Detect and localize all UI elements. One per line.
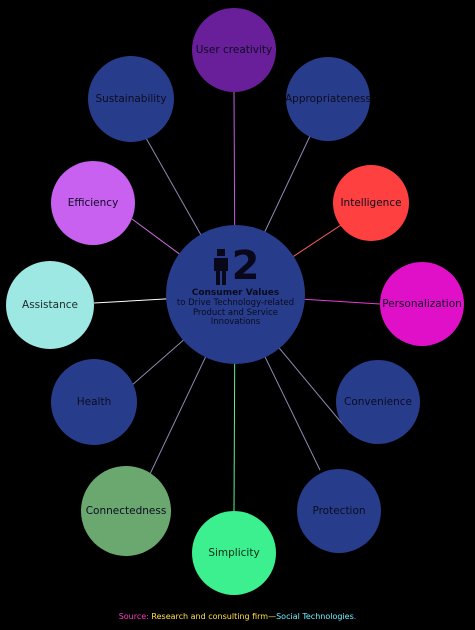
source-credit: Source: Research and consulting firm—Soc…	[0, 612, 475, 621]
source-label: Source:	[118, 612, 152, 621]
node-health: Health	[51, 359, 137, 445]
node-label: Assistance	[22, 298, 78, 311]
node-label: Simplicity	[208, 546, 260, 559]
node-label: Protection	[312, 504, 366, 517]
node-label: Personalization	[382, 297, 462, 310]
node-appropriateness: Appropriateness	[285, 57, 371, 141]
node-personalization: Personalization	[380, 262, 464, 346]
node-label: Efficiency	[67, 196, 119, 209]
node-protection: Protection	[297, 469, 381, 553]
node-label: Connectedness	[85, 504, 167, 517]
source-org: Social Technologies	[276, 612, 354, 621]
node-label: Sustainability	[95, 92, 167, 105]
node-simplicity: Simplicity	[192, 511, 276, 595]
person-icon	[213, 249, 228, 285]
hub-logo: 2	[212, 243, 260, 289]
node-efficiency: Efficiency	[51, 161, 135, 245]
hub-subtitle: to Drive Technology-related Product and …	[176, 297, 295, 328]
center-hub: 2 Consumer Values to Drive Technology-re…	[166, 225, 305, 364]
node-connectedness: Connectedness	[81, 466, 171, 556]
source-firm: Research and consulting firm—	[151, 612, 277, 621]
hub-logo-digit: 2	[231, 243, 260, 289]
node-label: Convenience	[343, 395, 412, 408]
node-label: User creativity	[195, 43, 273, 56]
node-intelligence: Intelligence	[333, 165, 409, 241]
hub-title: Consumer Values	[191, 288, 280, 298]
node-sustainability: Sustainability	[88, 56, 174, 142]
node-user-creativity: User creativity	[192, 8, 276, 92]
node-label: Intelligence	[340, 196, 402, 209]
node-label: Health	[76, 395, 112, 408]
source-period: .	[353, 612, 357, 621]
node-label: Appropriateness	[285, 92, 371, 105]
node-assistance: Assistance	[6, 261, 94, 349]
node-convenience: Convenience	[336, 360, 420, 444]
